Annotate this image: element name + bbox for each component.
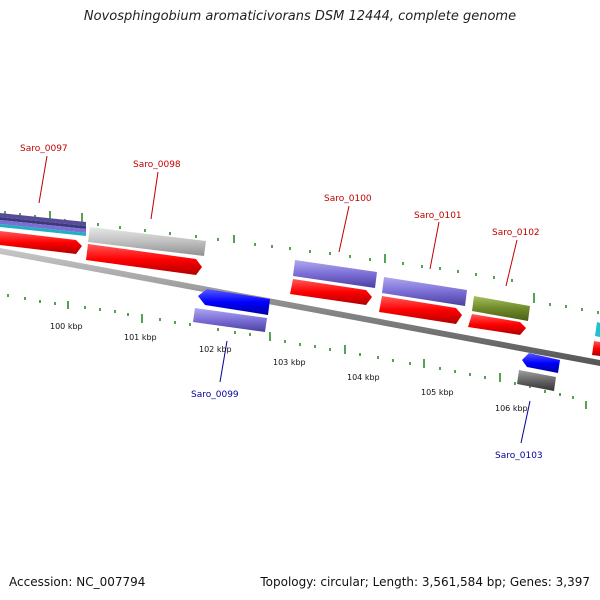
cds-arrow-saro-0103[interactable] <box>522 353 560 373</box>
cog-bar-saro-0099[interactable] <box>193 308 267 332</box>
gene-label-saro-0100[interactable]: Saro_0100 <box>324 194 372 204</box>
cds-arrow-saro-0098[interactable] <box>86 244 202 275</box>
inner-dotted-ring <box>7 294 587 409</box>
cog-bar-saro-0103[interactable] <box>517 370 556 391</box>
leader-line-saro-0102 <box>505 239 518 287</box>
cds-arrow-saro-0100[interactable] <box>290 279 372 305</box>
gene-label-saro-0097[interactable]: Saro_0097 <box>20 144 68 154</box>
cog-bar-saro-0102[interactable] <box>472 296 530 321</box>
tick-label-102kbp: 102 kbp <box>199 345 232 354</box>
leader-line-saro-0101 <box>429 221 440 270</box>
gene-label-saro-0102[interactable]: Saro_0102 <box>492 228 540 238</box>
cog-bar-saro-0100[interactable] <box>293 260 377 288</box>
leader-line-saro-0098 <box>150 171 159 220</box>
leader-line-saro-0097 <box>38 155 48 204</box>
genome-summary: Topology: circular; Length: 3,561,584 bp… <box>260 575 590 589</box>
outer-dotted-ring <box>4 211 599 314</box>
cog-bar-saro-0098[interactable] <box>88 227 206 256</box>
tick-label-101kbp: 101 kbp <box>124 333 157 342</box>
cds-arrow-saro-0102[interactable] <box>468 314 526 335</box>
accession-label: Accession: NC_007794 <box>9 575 146 589</box>
tick-label-106kbp: 106 kbp <box>495 404 528 413</box>
leader-line-saro-0099 <box>219 340 228 383</box>
leader-line-saro-0103 <box>520 400 531 444</box>
gene-label-saro-0099[interactable]: Saro_0099 <box>191 390 239 400</box>
cog-bar-saro-0101[interactable] <box>382 277 467 306</box>
cds-arrow-saro-0101[interactable] <box>379 296 462 324</box>
gene-label-saro-0098[interactable]: Saro_0098 <box>133 160 181 170</box>
gene-label-saro-0101[interactable]: Saro_0101 <box>414 211 462 221</box>
cds-arrow-saro-0099[interactable] <box>198 289 270 315</box>
tick-label-100kbp: 100 kbp <box>50 322 83 331</box>
tick-label-103kbp: 103 kbp <box>273 358 306 367</box>
gene-label-saro-0103[interactable]: Saro_0103 <box>495 451 543 461</box>
right-edge-cog-bar[interactable] <box>595 322 600 337</box>
leader-line-saro-0100 <box>338 205 350 253</box>
left-edge-cds-arrow[interactable] <box>0 231 82 254</box>
page-title: Novosphingobium aromaticivorans DSM 1244… <box>83 9 517 24</box>
right-edge-cds-arrow[interactable] <box>592 341 600 356</box>
genome-backbone <box>0 248 600 366</box>
left-edge-cog-stack[interactable] <box>0 213 86 236</box>
tick-label-104kbp: 104 kbp <box>347 373 380 382</box>
tick-label-105kbp: 105 kbp <box>421 388 454 397</box>
